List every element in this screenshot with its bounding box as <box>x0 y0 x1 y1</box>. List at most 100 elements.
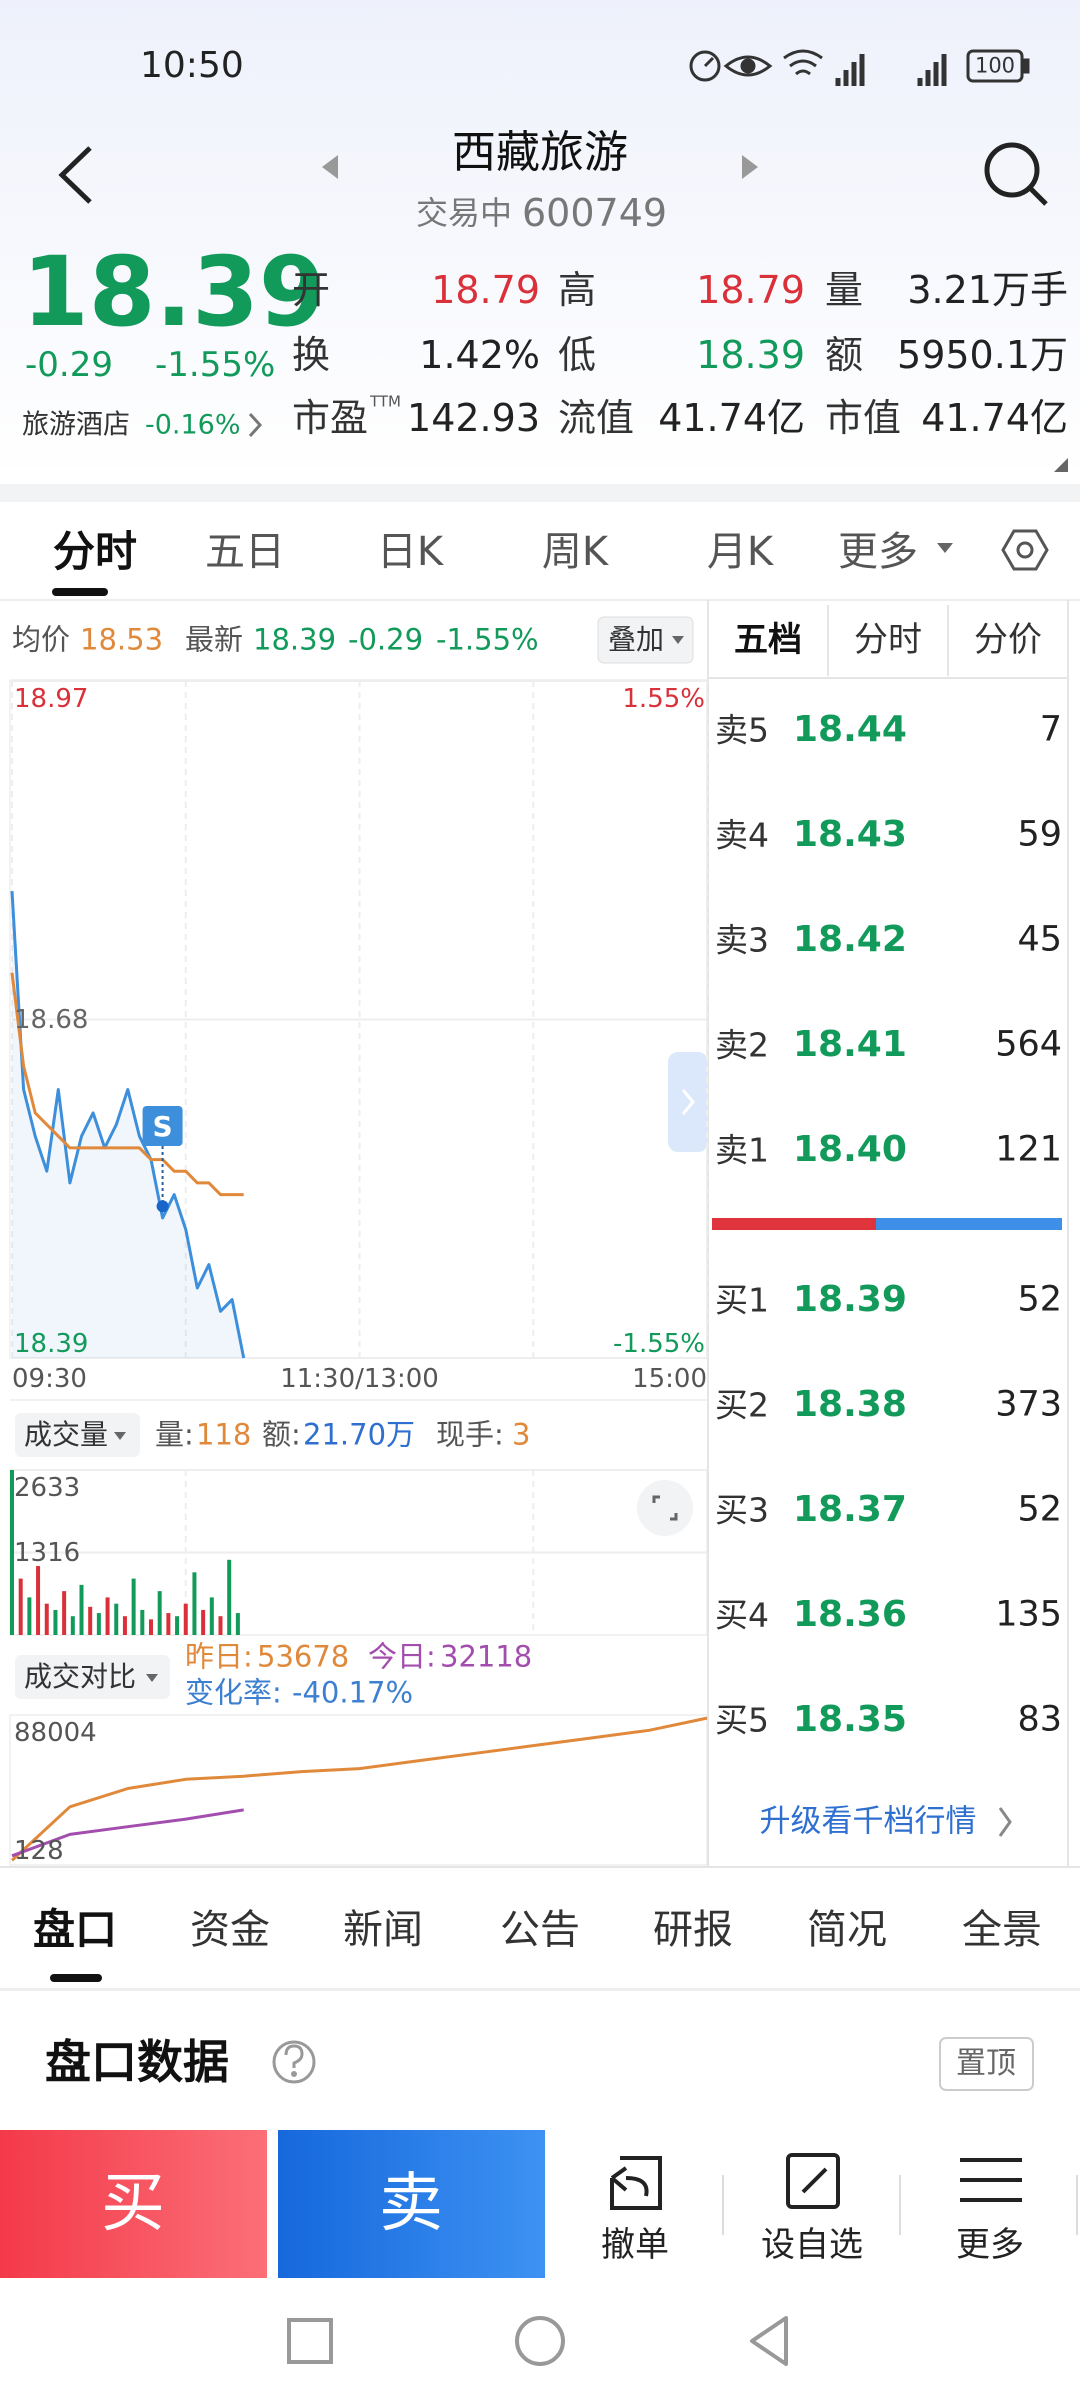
battery-level: 100 <box>974 53 1016 78</box>
book-level: 卖3 <box>715 920 769 960</box>
field-value: 1.42% <box>419 333 540 377</box>
book-volume: 83 <box>1017 1699 1062 1740</box>
info-tab[interactable]: 公告 <box>500 1907 580 1953</box>
volume-bar <box>105 1597 110 1635</box>
price-change: -0.29 <box>25 345 113 385</box>
chart-tab[interactable]: 月K <box>706 529 774 575</box>
prev-stock-icon[interactable] <box>322 155 338 179</box>
book-tab[interactable]: 分价 <box>974 620 1042 660</box>
overlay-label[interactable]: 叠加 <box>608 623 665 656</box>
y-tick-label: 18.97 <box>14 684 89 714</box>
volume-selector-label[interactable]: 成交量 <box>24 1418 109 1451</box>
volume-label: 量: <box>155 1417 194 1452</box>
sell-label[interactable]: 卖 <box>379 2167 443 2241</box>
volume-bar <box>183 1603 188 1635</box>
dropdown-arrow <box>937 543 953 553</box>
book-tab[interactable]: 分时 <box>854 620 922 660</box>
chart-tab[interactable]: 日K <box>376 529 444 575</box>
book-price: 18.35 <box>793 1699 907 1740</box>
volume-selector[interactable] <box>15 1413 140 1457</box>
tab-underline <box>52 588 108 596</box>
nav-back[interactable] <box>750 2316 788 2366</box>
volume-bar <box>192 1572 197 1635</box>
ask-strength-bar <box>712 1218 876 1230</box>
field-label: 额 <box>825 333 864 377</box>
action-label[interactable]: 撤单 <box>601 2225 669 2265</box>
amount-value: 21.70万 <box>303 1417 416 1452</box>
chart-tab[interactable]: 周K <box>541 529 609 575</box>
y-tick-label: 18.39 <box>14 1329 89 1359</box>
trade-marker <box>142 1106 183 1146</box>
cancel-icon[interactable] <box>610 2156 662 2210</box>
book-tab[interactable]: 五档 <box>734 620 802 660</box>
settings-icon[interactable] <box>1001 529 1049 571</box>
volume-bar <box>166 1613 171 1635</box>
series-line <box>10 972 244 1197</box>
volume-value: 118 <box>196 1417 252 1452</box>
info-tab[interactable]: 盘口 <box>33 1905 118 1954</box>
nav-home[interactable] <box>515 2316 565 2366</box>
help-icon[interactable] <box>272 2040 316 2084</box>
volume-bar <box>44 1603 49 1635</box>
action-label[interactable]: 更多 <box>956 2225 1024 2265</box>
nav-recent[interactable] <box>287 2318 333 2364</box>
chart-tab[interactable]: 分时 <box>53 527 138 576</box>
overlay-button[interactable] <box>597 616 694 664</box>
book-level: 卖2 <box>715 1025 769 1065</box>
side-expand-tab[interactable] <box>668 1052 708 1152</box>
more-icon[interactable] <box>960 2158 1022 2202</box>
book-price: 18.37 <box>793 1489 907 1530</box>
book-level: 买2 <box>715 1385 769 1425</box>
info-tab[interactable]: 全景 <box>962 1907 1042 1953</box>
book-volume: 135 <box>995 1594 1062 1635</box>
chart-tab[interactable]: 五日 <box>205 529 285 575</box>
stock-code: 600749 <box>522 191 668 235</box>
field-label: 市盈 <box>292 396 369 440</box>
info-tab[interactable]: 新闻 <box>343 1907 423 1953</box>
today-label: 今日: <box>368 1639 436 1674</box>
x-tick-label: 11:30/13:00 <box>280 1364 439 1394</box>
expand-icon[interactable] <box>637 1480 693 1536</box>
chart-tab[interactable]: 更多 <box>838 529 918 575</box>
back-icon[interactable] <box>58 146 92 204</box>
next-stock-icon[interactable] <box>742 155 758 179</box>
compare-selector[interactable] <box>15 1655 170 1699</box>
buy-button[interactable] <box>0 2130 267 2278</box>
book-price: 18.38 <box>793 1384 907 1425</box>
volume-bar <box>53 1609 58 1635</box>
volume-bar <box>114 1603 119 1635</box>
search-icon[interactable] <box>984 142 1048 206</box>
watchlist-icon[interactable] <box>786 2153 840 2209</box>
pin-label[interactable]: 置顶 <box>956 2046 1016 2081</box>
book-volume: 373 <box>995 1384 1062 1425</box>
info-tab[interactable]: 简况 <box>807 1907 887 1953</box>
book-level: 买3 <box>715 1490 769 1530</box>
yesterday-value: 53678 <box>257 1639 350 1674</box>
volume-bar <box>209 1597 214 1635</box>
compare-selector-label[interactable]: 成交对比 <box>24 1660 137 1693</box>
trade-point <box>156 1200 169 1213</box>
book-price: 18.44 <box>793 709 907 750</box>
buy-label[interactable]: 买 <box>101 2167 165 2241</box>
field-label: 低 <box>558 333 597 377</box>
avg-label: 均价 <box>12 622 71 657</box>
avg-price: 18.53 <box>80 622 164 657</box>
book-volume: 121 <box>995 1129 1062 1170</box>
sell-button[interactable] <box>278 2130 545 2278</box>
book-volume: 52 <box>1017 1279 1062 1320</box>
volume-bar <box>122 1616 127 1635</box>
action-label[interactable]: 设自选 <box>761 2225 863 2265</box>
volume-bar <box>157 1591 162 1635</box>
info-tab[interactable]: 资金 <box>190 1907 270 1953</box>
pin-button[interactable] <box>939 2037 1034 2091</box>
upgrade-link[interactable]: 升级看千档行情 <box>759 1803 977 1840</box>
y-tick-label: 2633 <box>14 1473 81 1503</box>
info-tab[interactable]: 研报 <box>653 1907 733 1953</box>
price-area <box>12 891 244 1358</box>
field-label: 开 <box>292 268 331 312</box>
hand-label: 现手: <box>436 1417 504 1452</box>
last-price: 18.39 <box>22 236 326 348</box>
volume-bar <box>227 1559 232 1635</box>
